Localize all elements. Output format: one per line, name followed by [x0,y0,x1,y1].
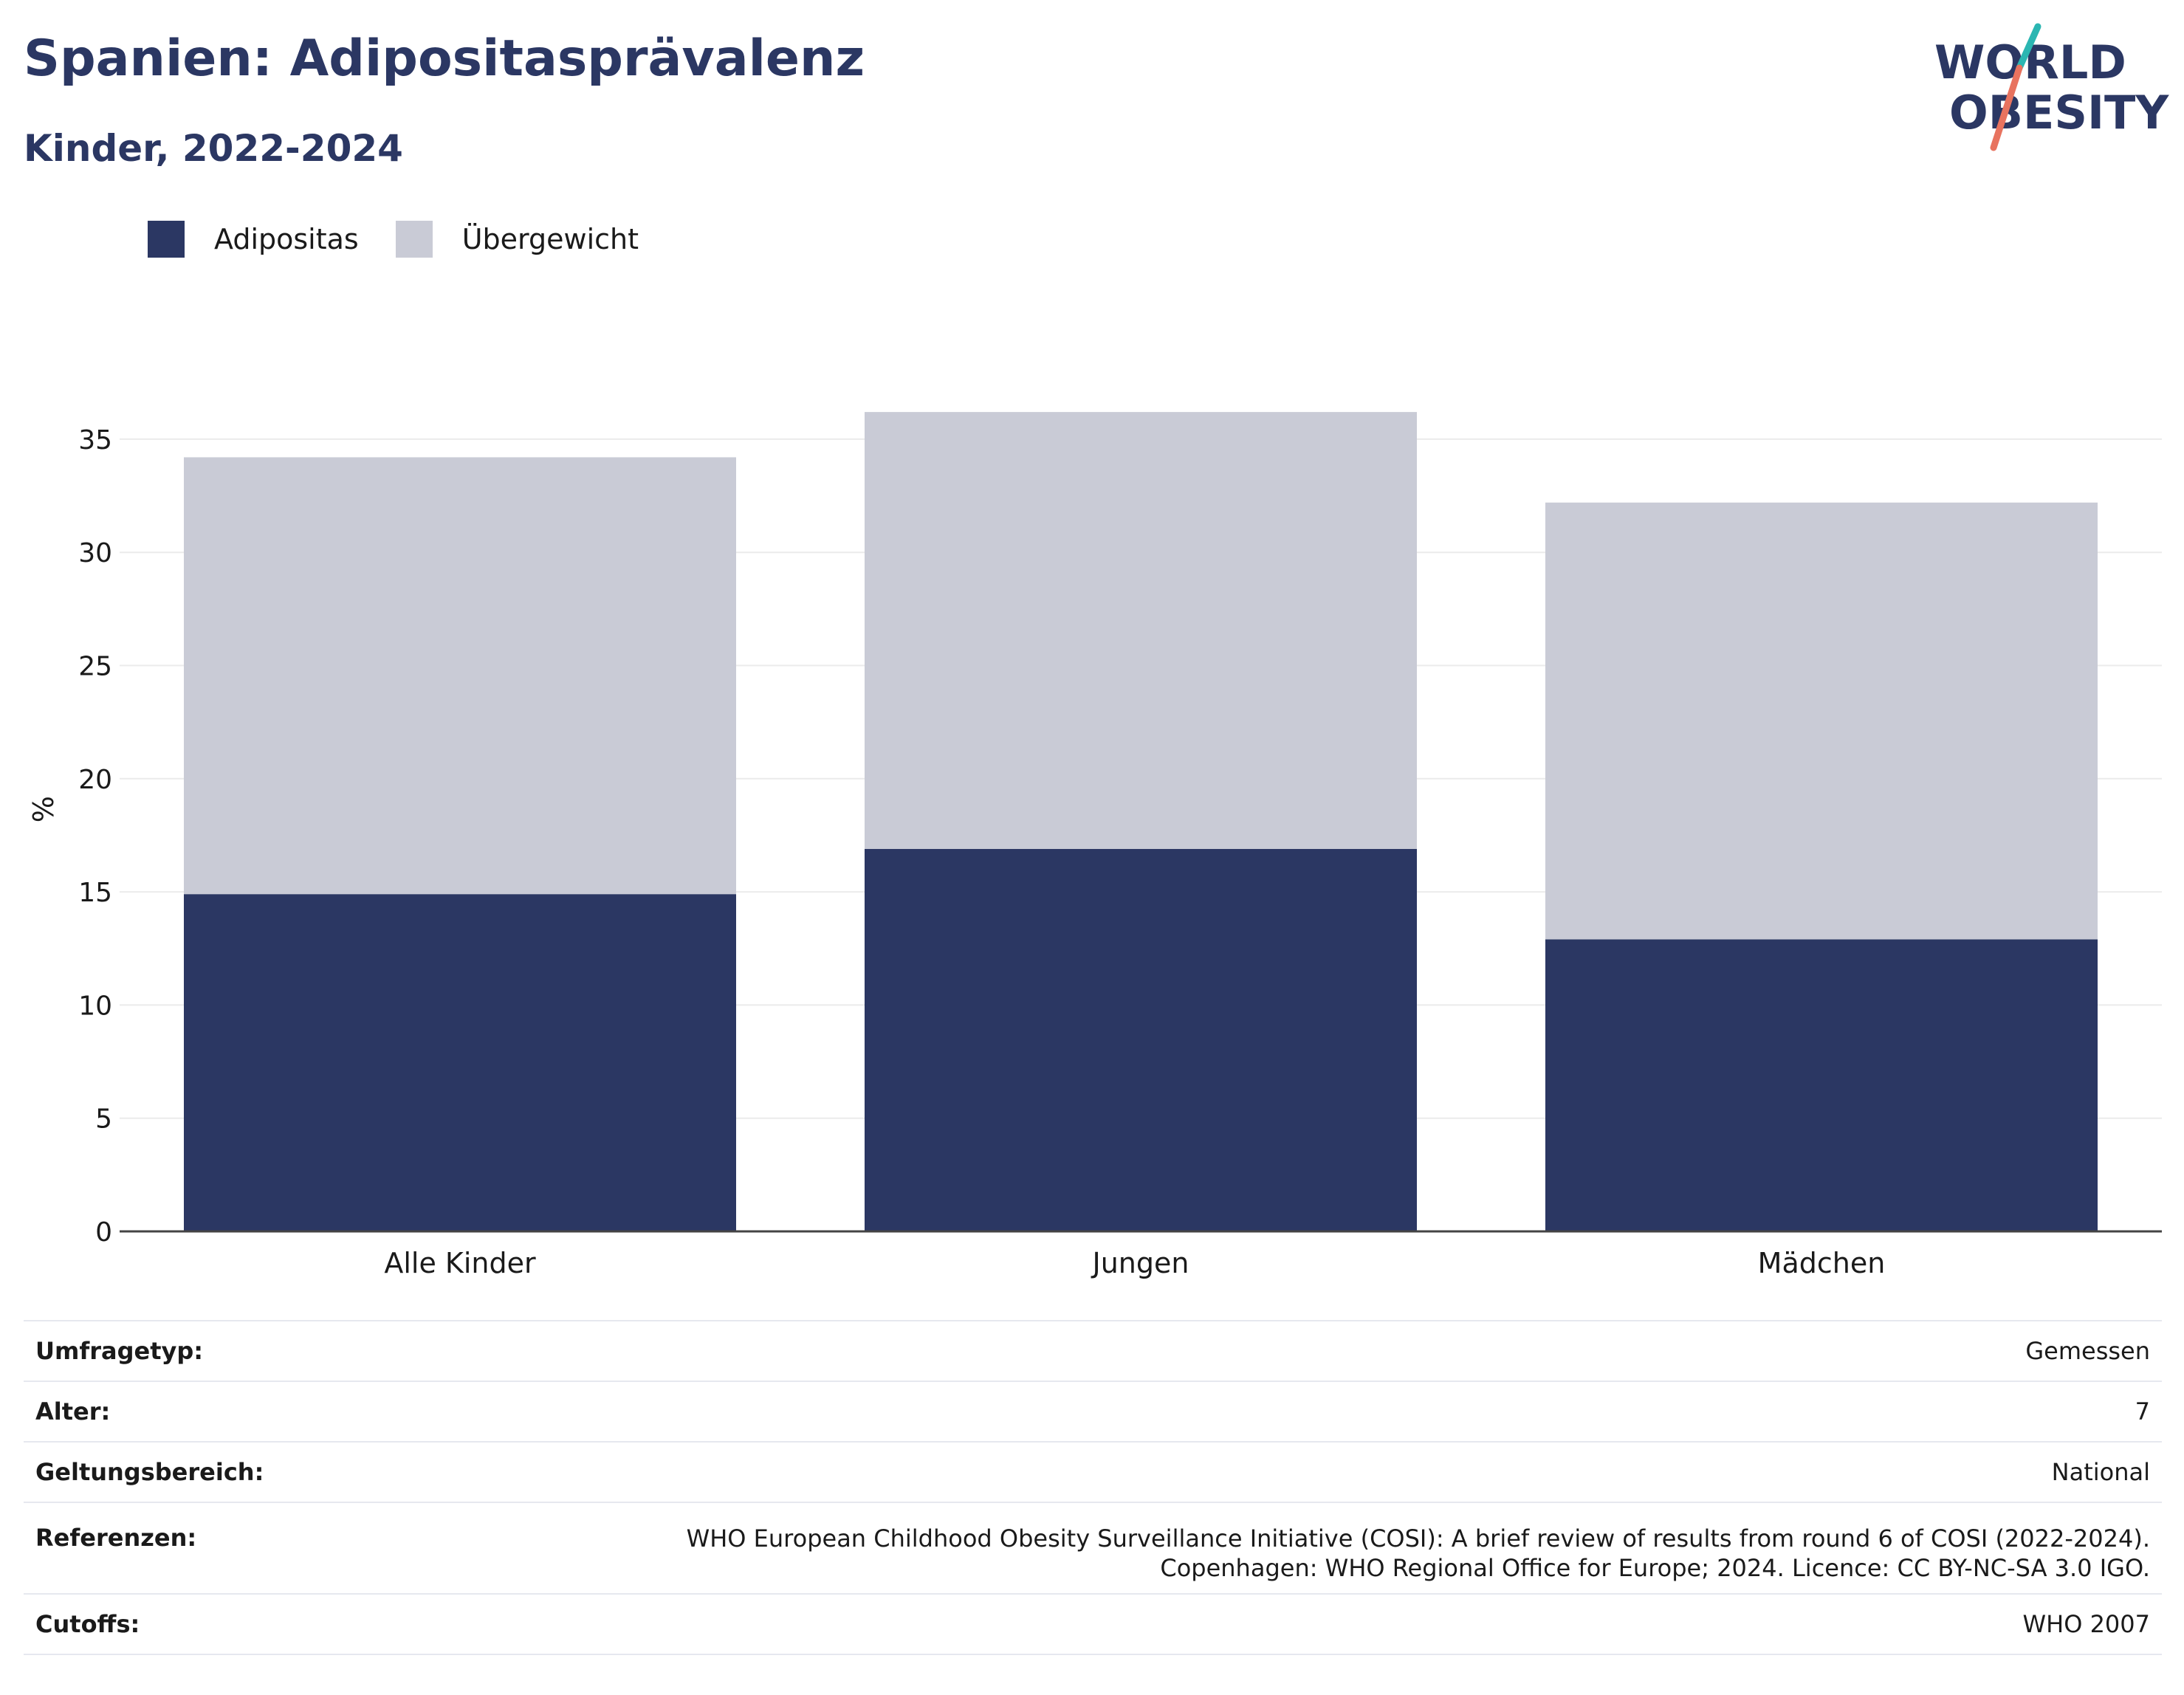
bar-uebergewicht [865,412,1417,849]
info-value: Gemessen [333,1320,2162,1382]
reference-line: Copenhagen: WHO Regional Office for Euro… [1160,1554,2150,1582]
logo-slash-coral [1990,64,2023,151]
logo-slash-teal [2016,23,2042,72]
info-key: Referenzen: [24,1502,334,1595]
legend-item-adipositas[interactable]: Adipositas [148,221,359,258]
logo-text-obesity: OBESITY [1949,86,2169,140]
y-tick-label: 10 [78,991,112,1021]
stacked-bar-chart: 0 5 10 15 20 25 30 35% Alle Kinder Jungen Mädchen [27,412,2162,1279]
info-value: WHO 2007 [333,1593,2162,1655]
bar-uebergewicht [184,457,736,895]
info-key: Geltungsbereich: [24,1441,334,1503]
chart-subtitle: Kinder, 2022-2024 [24,127,403,170]
info-row-referenzen: Referenzen: WHO European Childhood Obesi… [24,1502,2162,1595]
info-value: National [333,1441,2162,1503]
reference-line: WHO European Childhood Obesity Surveilla… [686,1524,2150,1553]
y-tick-label: 0 [95,1217,112,1248]
info-row-alter: Alter: 7 [24,1381,2162,1443]
bar-adipositas [1545,939,2098,1231]
world-obesity-logo: WORLD OBESITY [1934,23,2169,151]
y-tick-label: 35 [78,425,112,455]
y-tick-label: 15 [78,878,112,908]
x-tick-label: Mädchen [1758,1247,1886,1279]
legend: Adipositas Übergewicht [148,219,676,260]
legend-label-uebergewicht: Übergewicht [461,223,639,255]
y-tick-label: 25 [78,652,112,682]
bar-uebergewicht [1545,502,2098,940]
info-key: Cutoffs: [24,1593,334,1655]
info-row-geltungsbereich: Geltungsbereich: National [24,1441,2162,1503]
info-row-umfragetyp: Umfragetyp: Gemessen [24,1320,2162,1382]
legend-item-uebergewicht[interactable]: Übergewicht [395,221,639,258]
y-tick-label: 5 [95,1104,112,1135]
y-axis-label: % [27,796,60,822]
x-tick-label: Jungen [1091,1247,1189,1279]
info-key: Umfragetyp: [24,1320,334,1382]
info-table: Umfragetyp: Gemessen Alter: 7 Geltungsbe… [24,1320,2162,1655]
legend-swatch-uebergewicht [395,221,433,258]
y-tick-label: 30 [78,538,112,568]
y-tick-label: 20 [78,765,112,795]
info-key: Alter: [24,1381,334,1443]
info-value: WHO European Childhood Obesity Surveilla… [333,1502,2162,1595]
info-value: 7 [333,1381,2162,1443]
chart-title: Spanien: Adipositasprävalenz [24,30,865,88]
legend-label-adipositas: Adipositas [214,223,359,255]
x-tick-label: Alle Kinder [384,1247,536,1279]
bar-adipositas [865,848,1417,1231]
info-row-cutoffs: Cutoffs: WHO 2007 [24,1593,2162,1655]
bar-adipositas [184,894,736,1231]
legend-swatch-adipositas [148,221,185,258]
